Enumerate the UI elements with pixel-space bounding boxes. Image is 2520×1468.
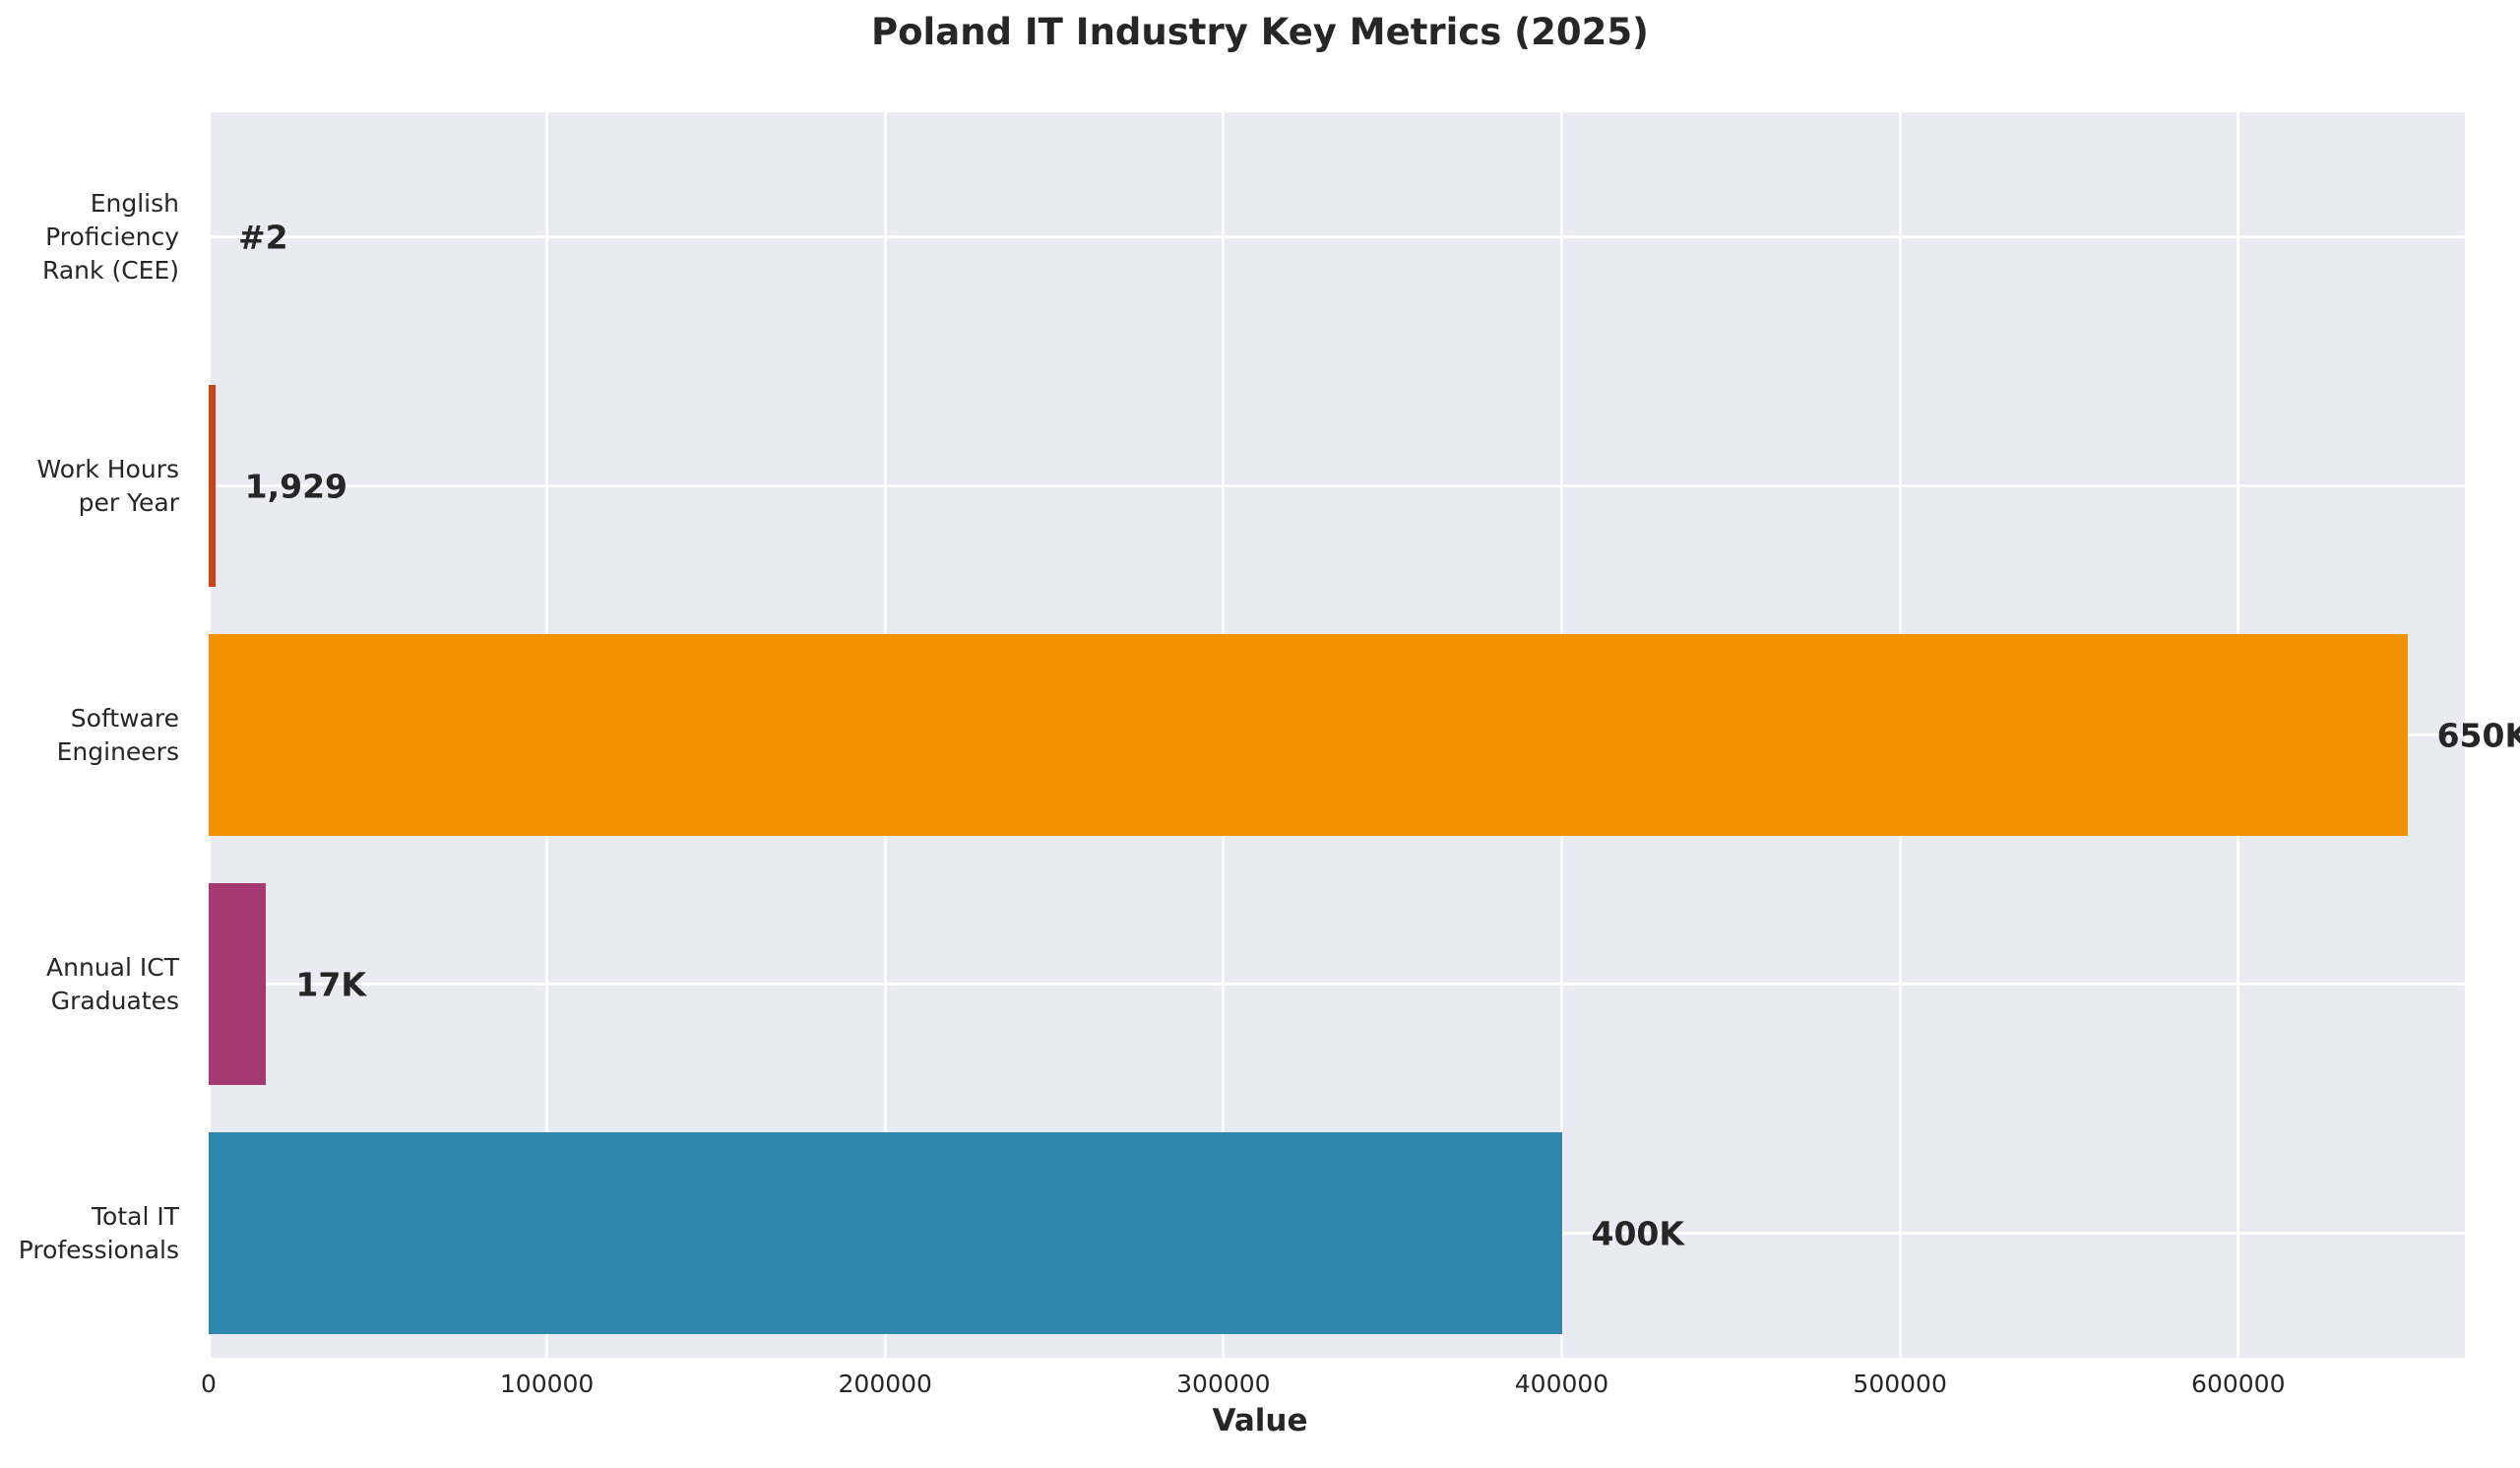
bar-2: [209, 385, 216, 587]
bar-5: [209, 1132, 1562, 1334]
value-label-2: 1,929: [244, 467, 348, 505]
gridline-horizontal: [209, 235, 2465, 238]
bar-3: [209, 634, 2408, 836]
x-tick-label-7: 600000: [2191, 1370, 2286, 1398]
value-label-4: 17K: [295, 965, 366, 1003]
value-label-5: 400K: [1591, 1214, 1684, 1252]
x-tick-label-5: 400000: [1514, 1370, 1609, 1398]
plot-area: [207, 112, 2465, 1358]
value-label-3: 650K: [2436, 716, 2520, 754]
x-tick-label-1: 0: [201, 1370, 217, 1398]
chart-title: Poland IT Industry Key Metrics (2025): [871, 11, 1649, 53]
x-axis-title: Value: [1212, 1403, 1308, 1438]
gridline-horizontal: [209, 484, 2465, 487]
bar-4: [209, 883, 267, 1085]
gridline-horizontal: [209, 983, 2465, 986]
x-tick-label-3: 200000: [838, 1370, 932, 1398]
y-tick-label-4: Annual ICT Graduates: [46, 952, 179, 1015]
y-tick-label-5: Total IT Professionals: [18, 1201, 179, 1264]
y-tick-label-1: English Proficiency Rank (CEE): [42, 188, 179, 285]
value-label-1: #2: [238, 218, 288, 256]
y-tick-label-2: Work Hours per Year: [36, 454, 180, 517]
x-tick-label-4: 300000: [1176, 1370, 1271, 1398]
y-tick-label-3: Software Engineers: [56, 703, 179, 766]
x-tick-label-2: 100000: [499, 1370, 595, 1398]
x-tick-label-6: 500000: [1853, 1370, 1947, 1398]
